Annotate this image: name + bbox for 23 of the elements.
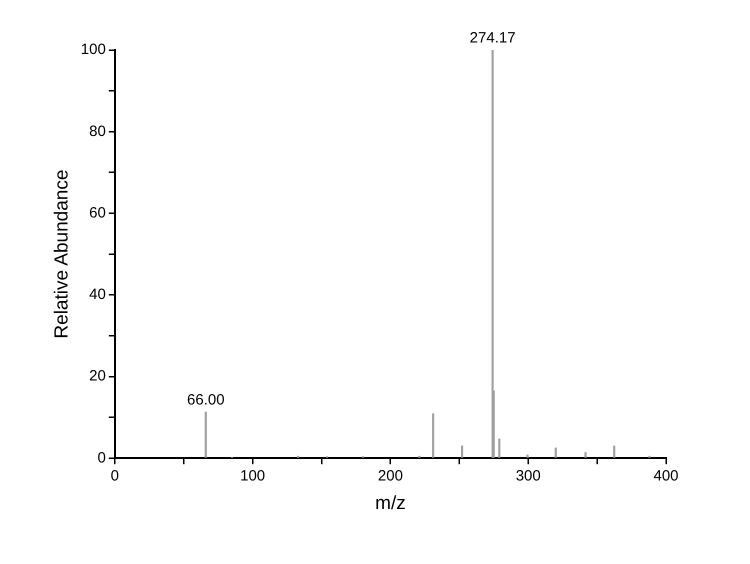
annotation: 66.00 <box>186 392 225 409</box>
x-tick-label: 300 <box>516 467 541 484</box>
bar <box>613 446 616 458</box>
bar <box>498 438 500 458</box>
x-tick-label: 400 <box>653 467 679 484</box>
annotation: 274.17 <box>470 30 516 47</box>
y-tick-label: 80 <box>89 122 106 140</box>
x-tick-label: 200 <box>378 467 403 484</box>
bar <box>460 446 464 458</box>
bar <box>526 454 529 458</box>
bar <box>204 412 207 458</box>
x-tick-label: 100 <box>240 467 266 484</box>
bar <box>554 448 557 458</box>
bar <box>584 452 587 458</box>
y-tick-label: 0 <box>97 449 106 466</box>
y-axis-title: Relative Abundance <box>52 170 73 339</box>
y-tick-label: 20 <box>89 368 106 385</box>
y-tick-label: 40 <box>89 286 106 304</box>
x-axis-title: m/z <box>375 492 406 514</box>
x-tick-label: 0 <box>110 467 119 484</box>
y-tick-label: 100 <box>80 41 106 58</box>
y-tick-label: 60 <box>89 204 106 222</box>
bar <box>432 413 434 458</box>
